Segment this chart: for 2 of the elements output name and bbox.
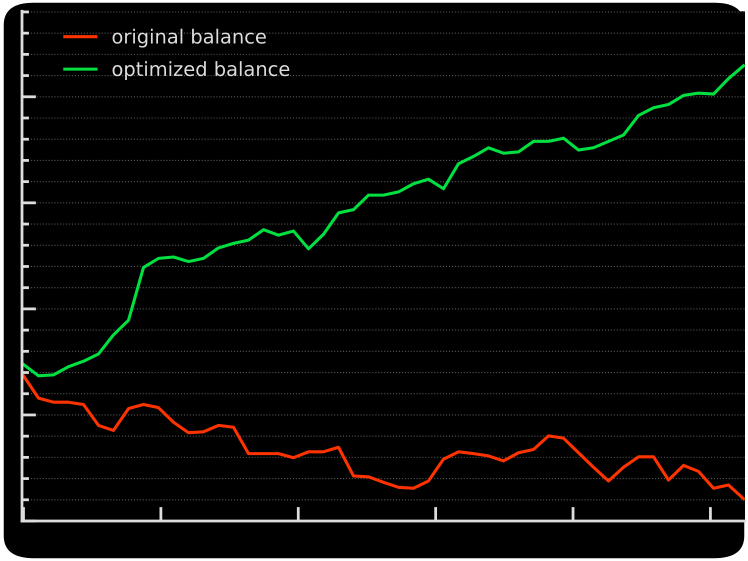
legend-label: optimized balance [112, 61, 290, 80]
legend-label: original balance [112, 28, 266, 48]
